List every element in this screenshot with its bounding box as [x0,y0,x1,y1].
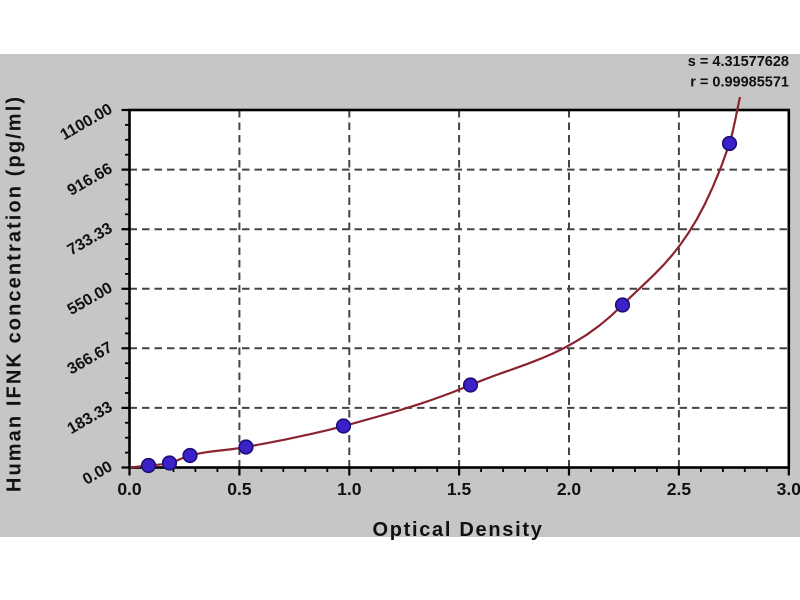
svg-text:1100.00: 1100.00 [58,101,116,144]
svg-text:916.66: 916.66 [65,160,116,199]
svg-text:0.00: 0.00 [80,458,116,488]
svg-text:r = 0.99985571: r = 0.99985571 [690,75,789,91]
svg-text:Human IFNK concentration (pg/: Human IFNK concentration (pg/ml) [4,95,26,492]
svg-text:2.5: 2.5 [667,479,692,499]
svg-text:183.33: 183.33 [65,399,116,438]
svg-text:1.0: 1.0 [337,479,362,499]
svg-text:1.5: 1.5 [447,479,472,499]
svg-text:3.0: 3.0 [777,479,800,499]
svg-text:Optical Density: Optical Density [372,519,543,541]
svg-text:2.0: 2.0 [557,479,582,499]
svg-text:733.33: 733.33 [65,220,116,259]
svg-text:0.0: 0.0 [117,479,142,499]
svg-text:s = 4.31577628: s = 4.31577628 [688,54,789,70]
svg-text:0.5: 0.5 [227,479,252,499]
svg-text:366.67: 366.67 [65,339,116,378]
svg-text:550.00: 550.00 [65,279,116,318]
